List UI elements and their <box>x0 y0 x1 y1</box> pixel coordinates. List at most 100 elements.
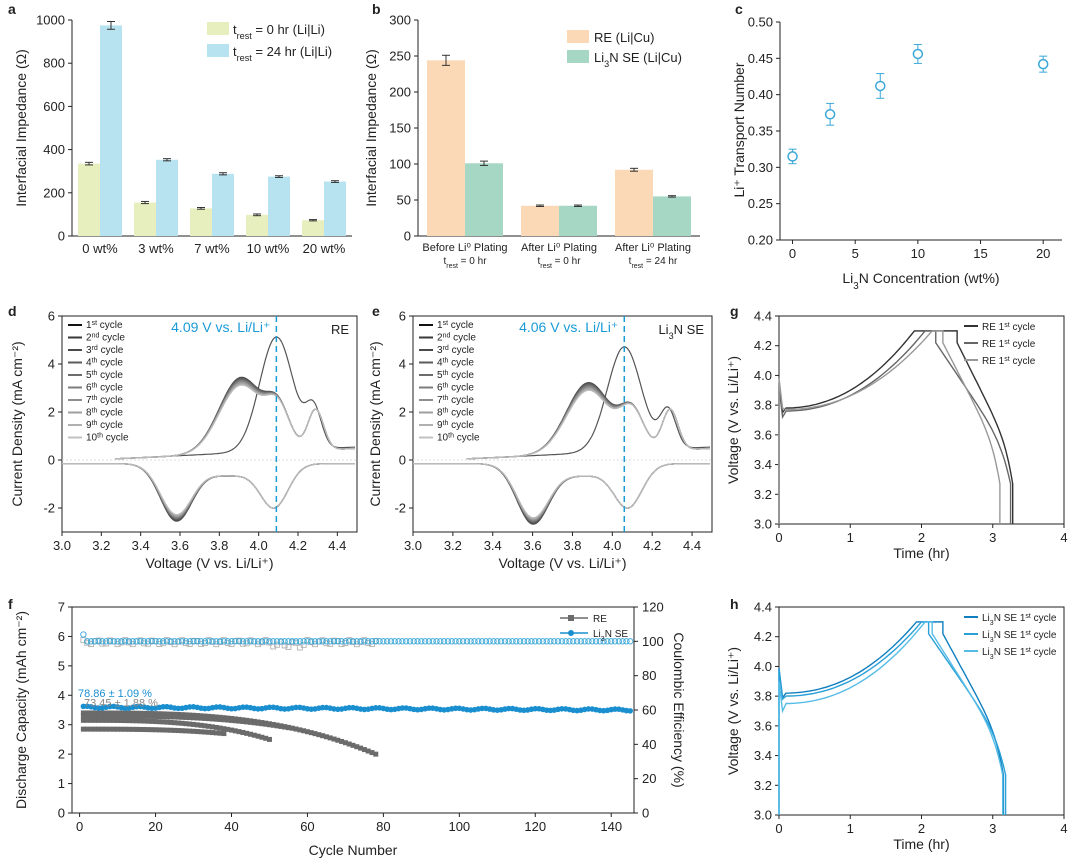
capacity-point-re <box>149 711 155 717</box>
capacity-point-re <box>232 728 238 734</box>
ce-point-se <box>235 638 243 645</box>
ce-point-se <box>106 638 114 645</box>
text-span: 5 <box>437 370 443 381</box>
ce-point-se <box>497 638 505 645</box>
bar <box>156 159 178 236</box>
capacity-point-re <box>210 716 215 722</box>
text-span: st <box>1004 356 1010 363</box>
y-tick-label: -2 <box>394 501 406 516</box>
text-span: 6 <box>437 383 443 394</box>
y-tick-label: 2 <box>58 747 65 762</box>
text-span: 3 <box>604 59 609 69</box>
text-span: cycle <box>97 420 123 431</box>
capacity-point-re <box>145 710 151 716</box>
capacity-point-re <box>251 732 257 738</box>
x-tick-label: After Li⁰ Plating <box>615 242 691 254</box>
ce-point-se <box>494 638 501 645</box>
y-axis-title: Voltage (V vs. Li/Li⁺) <box>725 356 741 484</box>
text-span: st <box>1025 613 1031 620</box>
text-span: cycle <box>97 358 123 369</box>
text-span: cycle <box>97 320 123 331</box>
capacity-point-re <box>263 735 269 741</box>
y-tick-label: 3.2 <box>754 487 772 502</box>
capacity-point-re <box>221 717 227 723</box>
y-tick-label: 4.4 <box>754 600 772 615</box>
ce-annotation-re: 73.45 ± 1.88 % <box>84 697 158 709</box>
bar <box>78 163 100 236</box>
y-right-tick-label: 40 <box>642 737 656 752</box>
text-span: cycle <box>448 320 474 331</box>
x-tick-label: After Li⁰ Plating <box>521 242 597 254</box>
ce-point-se <box>418 638 425 645</box>
capacity-point-re <box>331 736 337 742</box>
x-axis-title: Li3N Concentration (wt%) <box>842 270 999 292</box>
capacity-point-re <box>183 721 189 727</box>
x-axis-title: Time (hr) <box>893 545 949 561</box>
y-tick-label: 800 <box>43 56 65 71</box>
capacity-point-re <box>225 717 231 723</box>
cv-curve-anodic <box>115 376 355 460</box>
cv-curve-cathodic <box>62 463 355 522</box>
capacity-point-re <box>346 741 352 747</box>
x-tick-label: 15 <box>973 246 987 261</box>
legend-label: 6th cycle <box>86 382 123 394</box>
capacity-point-re <box>213 716 219 722</box>
cv-curve-cathodic <box>62 463 355 517</box>
ce-point-se <box>566 638 573 645</box>
legend-label: RE 1st cycle <box>982 322 1036 334</box>
bar <box>100 25 122 237</box>
capacity-point-re <box>153 719 159 725</box>
ce-point-se <box>490 638 497 645</box>
capacity-point-re <box>115 710 121 716</box>
x-tick-label: 20 <box>1036 246 1050 261</box>
ce-point-se <box>213 638 220 645</box>
text-span: Voltage (V vs. Li/Li⁺) <box>725 356 741 484</box>
capacity-point-re <box>187 712 193 718</box>
capacity-point-re <box>96 717 102 723</box>
capacity-point-re <box>304 729 310 735</box>
capacity-point-re <box>240 729 246 735</box>
capacity-point-re <box>206 723 212 729</box>
cv-curve-cathodic <box>62 463 355 516</box>
cv-curve-anodic <box>466 387 710 460</box>
capacity-point-re <box>164 711 170 717</box>
ce-point-se <box>156 638 163 645</box>
ce-point-re <box>255 641 261 648</box>
ce-point-se <box>501 638 509 645</box>
ce-point-se <box>524 638 531 645</box>
ce-point-se <box>399 638 406 645</box>
text-span: SE <box>1001 613 1020 624</box>
ce-point-se <box>247 638 254 645</box>
text-span: rest <box>237 31 253 41</box>
ce-point-se <box>216 638 224 645</box>
data-point <box>1037 58 1049 70</box>
ce-point-se <box>535 638 543 645</box>
panel-letter: e <box>372 303 380 319</box>
capacity-point-re <box>191 712 197 718</box>
capacity-point-re <box>122 710 128 716</box>
y-tick-label: 50 <box>397 193 411 208</box>
ce-point-se <box>425 638 433 645</box>
capacity-point-re <box>92 717 98 723</box>
capacity-point-re <box>88 726 94 732</box>
x-tick-label: 20 wt% <box>303 241 346 256</box>
capacity-point-re <box>80 713 86 719</box>
ce-point-re <box>285 644 292 650</box>
text-span: cycle <box>448 420 474 431</box>
text-span: t <box>629 256 632 267</box>
text-span: cycle <box>448 395 474 406</box>
legend-label: trest = 24 hr (Li|Li) <box>233 44 332 63</box>
data-point <box>787 151 798 162</box>
capacity-point-re <box>285 725 291 731</box>
cv-curve-anodic <box>466 388 710 460</box>
text-span: th <box>443 382 449 389</box>
x-tick-label: 100 <box>448 819 470 834</box>
capacity-point-re <box>213 730 219 736</box>
capacity-point-re <box>172 711 178 717</box>
text-span: 4.06 V vs. Li/Li⁺ <box>519 319 618 335</box>
capacity-point-re <box>92 710 98 716</box>
panel-letter: a <box>8 1 16 17</box>
capacity-point-re <box>358 745 364 751</box>
capacity-point-re <box>202 723 208 729</box>
x-tick-label: 4.0 <box>250 538 268 553</box>
